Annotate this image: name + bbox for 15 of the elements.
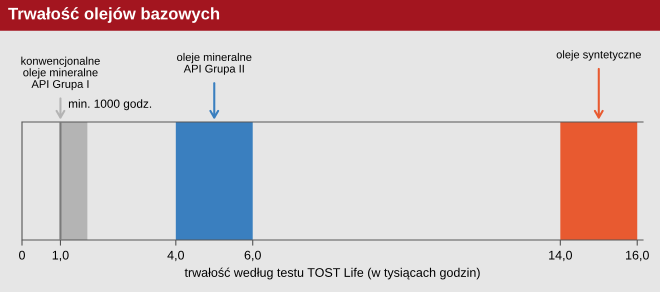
x-axis-title: trwałość według testu TOST Life (w tysiącach godzin) [184,268,480,280]
x-tick-label: 4,0 [167,250,184,262]
x-tick-label: 1,0 [52,250,69,262]
bar [560,122,638,240]
chart-title: Trwałość olejów bazowych [8,7,220,23]
text: konwencjonalne oleje mineralne API Grupa I [21,56,100,90]
x-tick-label: 14,0 [549,250,572,262]
bar [176,122,253,240]
x-tick-label: 0 [19,250,25,260]
x-tick-label: 16,0 [626,250,649,262]
text: oleje syntetyczne [556,50,641,61]
bar [60,122,88,240]
text: oleje mineralne API Grupa II [177,52,252,75]
x-tick-label: 6,0 [244,250,261,262]
ref-line-label: min. 1000 godz. [68,99,152,110]
